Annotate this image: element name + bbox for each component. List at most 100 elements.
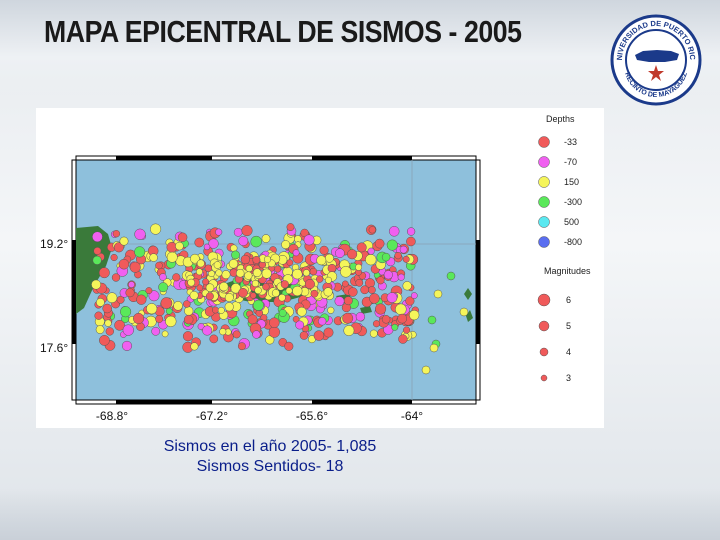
epicenter-dot [316,255,327,266]
epicenter-dot [247,314,258,325]
epicenter-dot [120,306,132,318]
epicenter-dot [232,330,241,339]
legend-magnitude-swatch [538,320,550,332]
legend-magnitude-swatch [537,293,551,307]
epicenter-dot [190,342,199,351]
epicenter-dot [342,312,354,324]
epicenter-dot [98,267,110,279]
epicenter-dot [313,330,325,341]
epicenter-dot [250,235,262,248]
epicenter-dot [172,273,181,282]
legend-depth-label: -800 [564,237,582,247]
epicenter-dot [310,289,319,298]
epicenter-dot [360,285,370,295]
legend-depth-swatch [538,196,550,208]
epicenter-dot [237,342,246,351]
epicenter-dot [175,241,184,251]
epicenter-dot [238,287,248,298]
epicenter-dot [395,303,407,316]
epicenter-dot [252,330,261,339]
epicenter-dot [195,268,203,276]
epicenter-dot [365,254,377,266]
epicenter-dot [235,268,245,278]
epicenter-dot [343,296,353,306]
epicenter-map: 19.2° 17.6° -68.8° -67.2° -65.6° -64° De… [40,114,591,423]
epicenter-dot [318,317,327,326]
epicenter-dot [406,227,416,236]
epicenter-dot [281,240,291,250]
epicenter-dot [106,292,118,304]
epicenter-dot [323,327,334,338]
epicenter-dot [240,254,251,265]
epicenter-dot [96,298,105,307]
epicenter-dot [394,251,402,260]
epicenter-dot [399,245,408,254]
epicenter-dot [268,326,280,338]
epicenter-dot [113,242,124,253]
lon-label: -65.6° [296,409,328,423]
epicenter-dot [251,279,259,288]
epicenter-dot [348,287,358,297]
epicenter-dot [215,269,223,277]
epicenter-dot [386,239,398,251]
epicenter-dot [397,273,405,281]
legend-depth-label: 150 [564,177,579,187]
epicenter-dot [151,326,161,336]
epicenter-dot [208,270,215,278]
lon-label: -68.8° [96,409,128,423]
epicenter-markers [91,223,469,375]
epicenter-dot [203,243,211,251]
epicenter-dot [304,279,315,290]
epicenter-dot [324,253,334,263]
epicenter-dot [99,335,110,346]
epicenter-dot [190,253,200,264]
epicenter-dot [280,280,289,289]
epicenter-dot [165,315,177,328]
epicenter-dot [158,282,169,293]
lat-label: 17.6° [40,341,68,355]
epicenter-dot [375,303,387,315]
epicenter-dot [309,267,318,276]
frame-segment [312,400,412,404]
epicenter-dot [245,265,253,273]
epicenter-dot [241,225,253,237]
lon-label: -64° [401,409,423,423]
lon-label: -67.2° [196,409,228,423]
epicenter-dot [102,303,112,314]
epicenter-dot [405,296,415,306]
epicenter-dot [150,223,162,235]
epicenter-dot [145,287,153,295]
epicenter-dot [182,331,194,342]
epicenter-dot [110,253,118,262]
epicenter-dot [374,238,385,249]
epicenter-dot [323,287,333,297]
epicenter-dot [228,259,239,269]
epicenter-dot [391,323,399,331]
frame-segment [116,156,212,160]
epicenter-dot [295,320,305,330]
epicenter-dot [166,251,178,263]
epicenter-dot [355,278,364,287]
epicenter-dot [221,270,231,280]
epicenter-dot [403,326,411,334]
epicenter-dot [300,228,309,238]
epicenter-dot [183,314,194,325]
footer-band [0,488,720,540]
epicenter-dot [155,315,164,323]
epicenter-dot [155,261,163,270]
epicenter-dot [355,312,366,322]
epicenter-dot [325,276,332,284]
legend-magnitude-swatch [540,374,548,382]
epicenter-dot [421,365,431,375]
epicenter-dot [388,226,400,237]
legend-depth-label: -33 [564,137,577,147]
epicenter-dot [122,324,134,336]
hispaniola-land [76,226,112,314]
epicenter-dot [376,276,385,285]
epicenter-dot [327,263,337,273]
epicenter-dot [355,263,363,271]
epicenter-dot [372,320,381,328]
epicenter-dot [230,244,238,252]
epicenter-dot [217,306,225,314]
epicenter-dot [160,297,173,309]
